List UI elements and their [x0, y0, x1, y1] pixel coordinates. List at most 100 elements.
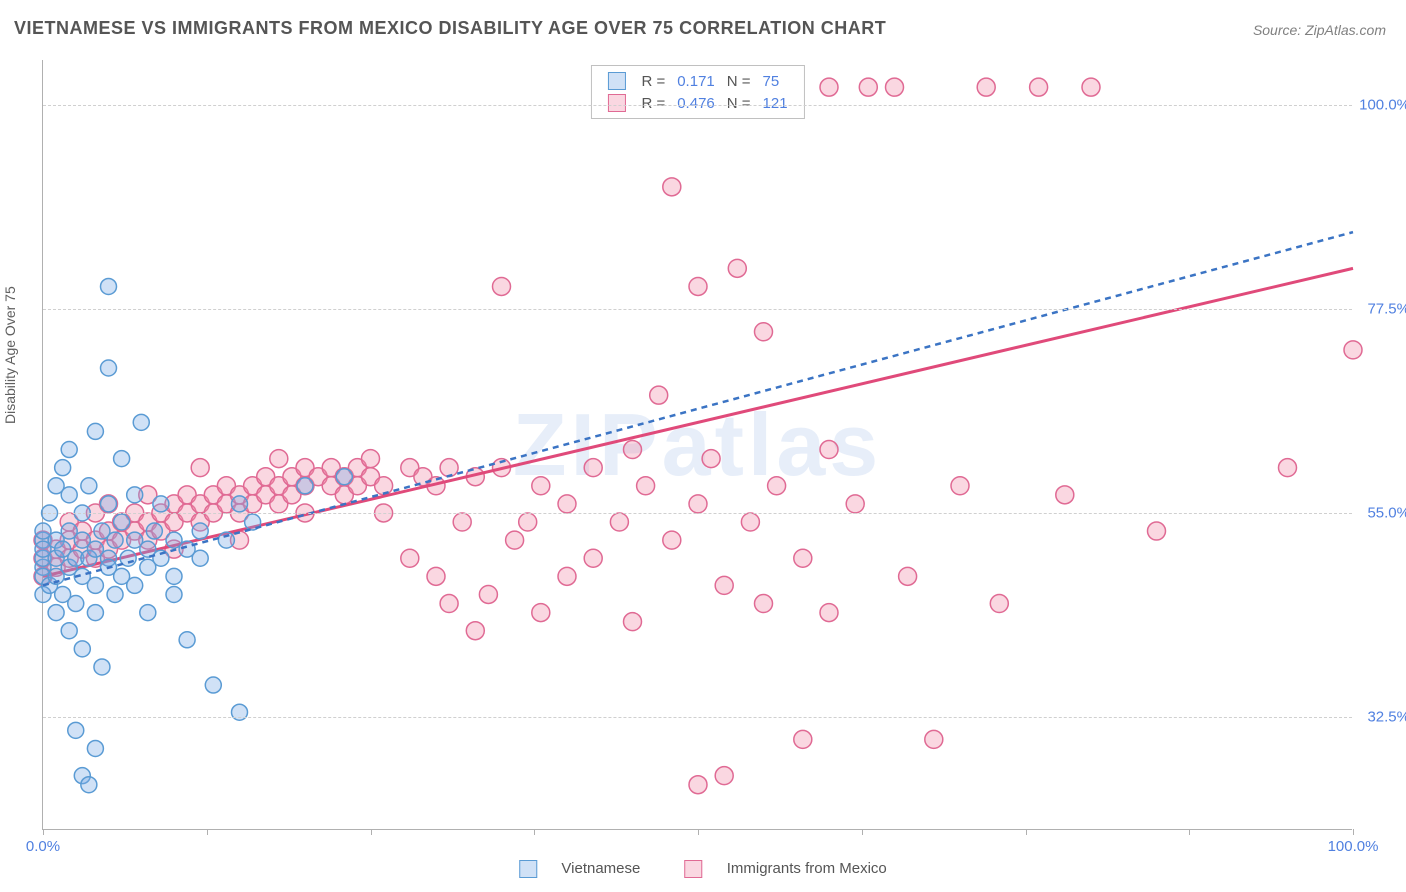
scatter-point-mexico — [886, 78, 904, 96]
x-tick — [534, 829, 535, 835]
scatter-point-mexico — [859, 78, 877, 96]
x-tick — [43, 829, 44, 835]
y-tick-label: 100.0% — [1358, 97, 1406, 114]
legend-label-mexico: Immigrants from Mexico — [727, 860, 887, 877]
legend-n-label: N = — [721, 92, 757, 114]
scatter-point-mexico — [191, 459, 209, 477]
scatter-point-vietnamese — [48, 605, 64, 621]
scatter-point-mexico — [689, 495, 707, 513]
scatter-point-mexico — [1056, 486, 1074, 504]
source-attribution: Source: ZipAtlas.com — [1253, 22, 1386, 38]
legend-r-label: R = — [635, 70, 671, 92]
scatter-point-mexico — [702, 450, 720, 468]
x-tick-label: 100.0% — [1328, 838, 1379, 855]
scatter-point-mexico — [466, 622, 484, 640]
scatter-point-mexico — [1148, 522, 1166, 540]
scatter-point-mexico — [990, 595, 1008, 613]
scatter-point-vietnamese — [166, 568, 182, 584]
scatter-point-mexico — [768, 477, 786, 495]
scatter-point-mexico — [977, 78, 995, 96]
legend-n-value-mexico: 121 — [757, 92, 794, 114]
grid-line — [43, 309, 1352, 310]
legend-row-vietnamese: R = 0.171 N = 75 — [601, 70, 793, 92]
scatter-point-mexico — [440, 459, 458, 477]
scatter-point-vietnamese — [232, 496, 248, 512]
scatter-point-vietnamese — [74, 641, 90, 657]
y-tick-label: 77.5% — [1358, 301, 1406, 318]
scatter-point-mexico — [755, 323, 773, 341]
legend-series: Vietnamese Immigrants from Mexico — [499, 860, 907, 878]
y-tick-label: 32.5% — [1358, 708, 1406, 725]
scatter-point-mexico — [715, 576, 733, 594]
scatter-point-mexico — [663, 178, 681, 196]
legend-label-vietnamese: Vietnamese — [561, 860, 640, 877]
plot-area: ZIPatlas R = 0.171 N = 75 R = 0.476 N = … — [42, 60, 1352, 830]
scatter-point-mexico — [650, 386, 668, 404]
scatter-point-vietnamese — [218, 532, 234, 548]
scatter-point-vietnamese — [192, 550, 208, 566]
scatter-point-vietnamese — [68, 596, 84, 612]
scatter-point-vietnamese — [101, 360, 117, 376]
scatter-point-vietnamese — [146, 523, 162, 539]
scatter-point-vietnamese — [61, 623, 77, 639]
y-tick-label: 55.0% — [1358, 504, 1406, 521]
scatter-point-mexico — [1344, 341, 1362, 359]
scatter-point-vietnamese — [140, 605, 156, 621]
legend-n-label: N = — [721, 70, 757, 92]
scatter-point-mexico — [558, 567, 576, 585]
x-tick — [1189, 829, 1190, 835]
scatter-point-vietnamese — [94, 659, 110, 675]
scatter-point-mexico — [558, 495, 576, 513]
scatter-point-mexico — [440, 595, 458, 613]
scatter-point-mexico — [532, 604, 550, 622]
x-tick — [1026, 829, 1027, 835]
grid-line — [43, 513, 1352, 514]
scatter-point-mexico — [453, 513, 471, 531]
scatter-point-mexico — [728, 259, 746, 277]
scatter-point-vietnamese — [87, 740, 103, 756]
scatter-point-mexico — [270, 450, 288, 468]
scatter-point-mexico — [951, 477, 969, 495]
scatter-point-vietnamese — [127, 487, 143, 503]
scatter-point-vietnamese — [101, 278, 117, 294]
scatter-point-vietnamese — [87, 577, 103, 593]
scatter-point-mexico — [610, 513, 628, 531]
chart-title: VIETNAMESE VS IMMIGRANTS FROM MEXICO DIS… — [14, 18, 886, 39]
scatter-point-mexico — [1030, 78, 1048, 96]
scatter-point-mexico — [925, 730, 943, 748]
legend-swatch-vietnamese — [519, 860, 537, 878]
scatter-point-vietnamese — [107, 532, 123, 548]
scatter-point-vietnamese — [232, 704, 248, 720]
scatter-point-vietnamese — [166, 586, 182, 602]
scatter-point-vietnamese — [179, 632, 195, 648]
scatter-point-mexico — [362, 450, 380, 468]
x-tick — [862, 829, 863, 835]
scatter-point-mexico — [532, 477, 550, 495]
scatter-point-mexico — [846, 495, 864, 513]
scatter-point-vietnamese — [55, 460, 71, 476]
grid-line — [43, 717, 1352, 718]
legend-correlation-box: R = 0.171 N = 75 R = 0.476 N = 121 — [590, 65, 804, 119]
scatter-point-mexico — [715, 767, 733, 785]
scatter-point-mexico — [663, 531, 681, 549]
scatter-point-vietnamese — [107, 586, 123, 602]
legend-n-value-vietnamese: 75 — [757, 70, 794, 92]
scatter-point-mexico — [689, 776, 707, 794]
x-tick — [371, 829, 372, 835]
scatter-point-mexico — [493, 277, 511, 295]
legend-row-mexico: R = 0.476 N = 121 — [601, 92, 793, 114]
x-tick-label: 0.0% — [26, 838, 60, 855]
scatter-point-mexico — [820, 604, 838, 622]
legend-swatch-mexico — [607, 94, 625, 112]
scatter-point-mexico — [427, 567, 445, 585]
chart-svg — [43, 60, 1352, 829]
scatter-point-mexico — [1082, 78, 1100, 96]
scatter-point-mexico — [899, 567, 917, 585]
legend-r-value-mexico: 0.476 — [671, 92, 721, 114]
scatter-point-vietnamese — [127, 577, 143, 593]
scatter-point-vietnamese — [297, 478, 313, 494]
scatter-point-vietnamese — [192, 523, 208, 539]
scatter-point-vietnamese — [133, 414, 149, 430]
scatter-point-mexico — [506, 531, 524, 549]
scatter-point-mexico — [689, 277, 707, 295]
